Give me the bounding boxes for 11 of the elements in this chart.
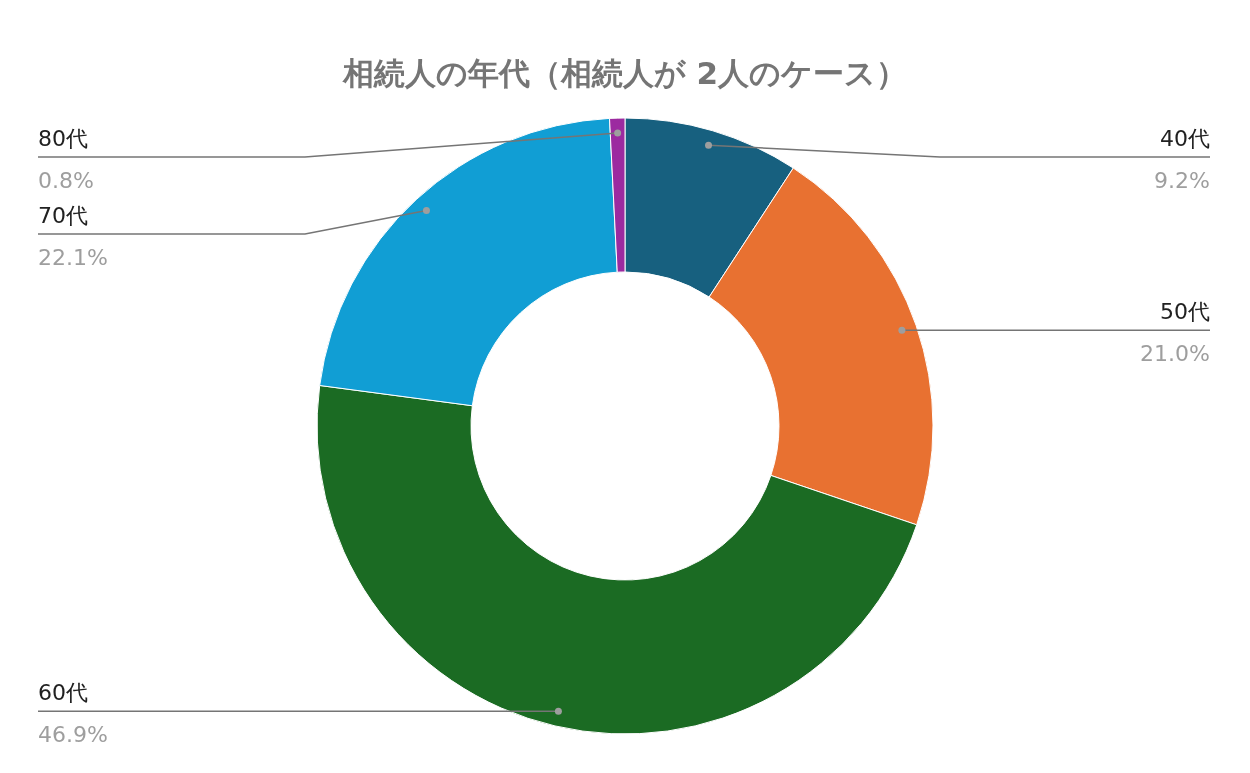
- slice-label: 40代: [1160, 126, 1210, 151]
- data-label: 21.0%: [1140, 341, 1210, 367]
- data-label: 22.1%: [38, 245, 108, 270]
- chart-title: 相続人の年代（相続人が 2人のケース）: [341, 55, 908, 91]
- data-label: 9.2%: [1154, 168, 1210, 193]
- slice-label: 80代: [38, 126, 88, 151]
- slice-label: 70代: [38, 203, 88, 228]
- slice-label: 50代: [1160, 299, 1210, 325]
- data-label: 0.8%: [38, 168, 94, 193]
- slice-label: 60代: [38, 680, 88, 706]
- data-label: 46.9%: [38, 722, 108, 748]
